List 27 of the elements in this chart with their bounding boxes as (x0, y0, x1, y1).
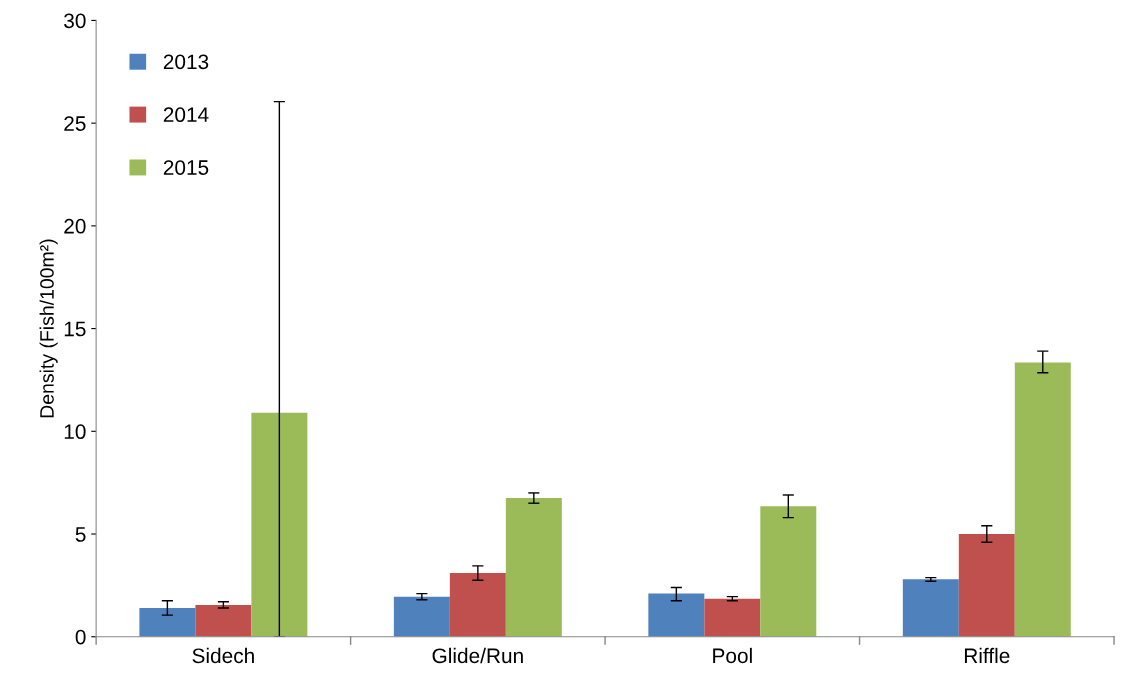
legend-label: 2015 (163, 160, 209, 175)
bar (393, 596, 450, 637)
bar (505, 498, 562, 637)
bar (449, 573, 506, 637)
bar (1014, 362, 1071, 637)
y-axis-title: Density (Fish/100m²) (39, 239, 58, 418)
bar (648, 593, 705, 637)
legend-label: 2014 (163, 107, 209, 123)
y-tick-label: 20 (64, 218, 86, 234)
y-tick-label: 0 (75, 629, 86, 645)
x-tick-label: Glide/Run (432, 647, 523, 664)
bar (251, 412, 308, 637)
bar (902, 579, 959, 637)
x-tick-label: Pool (713, 647, 752, 664)
bar (760, 506, 817, 637)
x-tick-label: Riffle (964, 647, 1010, 664)
bar (704, 598, 761, 637)
y-tick-label: 10 (64, 424, 86, 440)
bar (195, 604, 252, 637)
y-tick-label: 25 (64, 116, 86, 131)
y-tick-label: 5 (75, 527, 86, 542)
bar (139, 607, 196, 637)
bar (958, 534, 1015, 637)
y-tick-label: 15 (64, 321, 86, 337)
x-tick-label: Sidech (192, 647, 254, 664)
legend-label: 2013 (163, 54, 209, 70)
y-tick-label: 30 (64, 13, 86, 29)
